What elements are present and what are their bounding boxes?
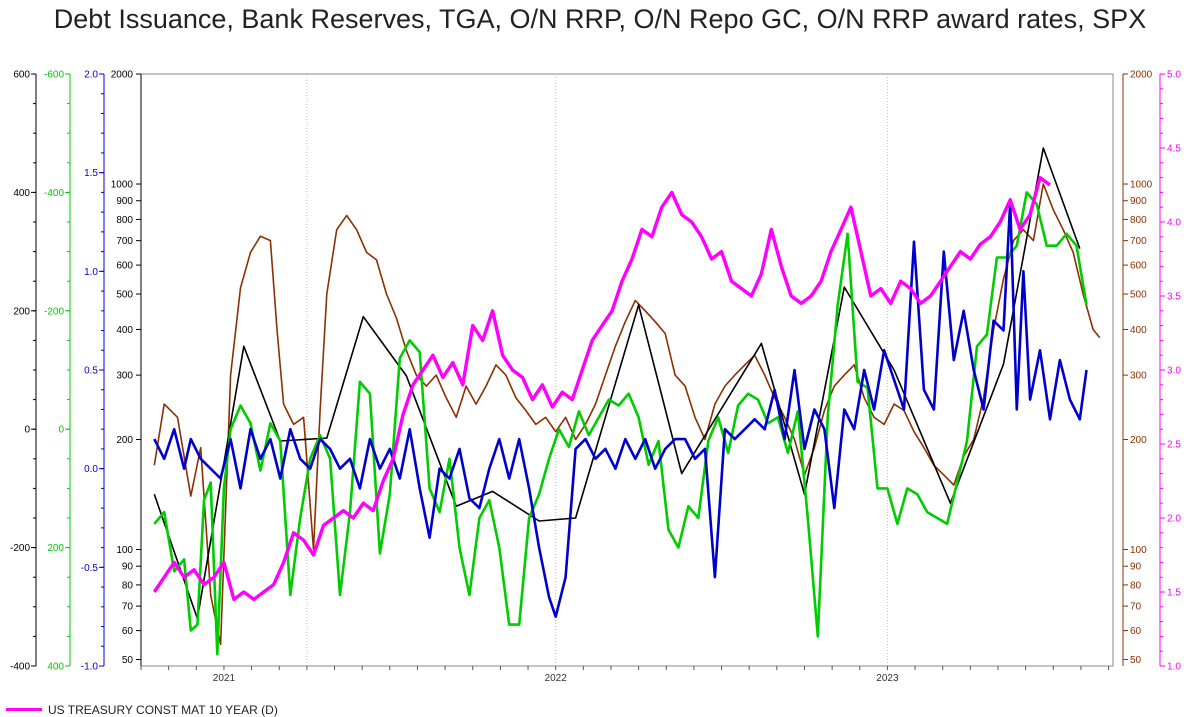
- plot-frame: [140, 73, 1114, 667]
- x-tick-label: 2022: [545, 673, 568, 684]
- magenta-tick-label: 4.0: [1167, 218, 1181, 229]
- brown-tick-label: 600: [1130, 261, 1147, 272]
- brown-tick-label: 200: [1130, 435, 1147, 446]
- legend-label: US TREASURY CONST MAT 10 YEAR (D): [48, 702, 278, 717]
- log-left-tick-label: 700: [116, 236, 133, 247]
- black-tick-label: -200: [10, 543, 30, 554]
- log-left-tick-label: 2000: [111, 70, 134, 81]
- blue-tick-label: 2.0: [84, 70, 98, 81]
- x-tick-label: 2021: [213, 673, 236, 684]
- black-tick-label: -400: [10, 662, 30, 673]
- log-left-tick-label: 70: [122, 602, 134, 613]
- brown-tick-label: 1000: [1130, 180, 1153, 191]
- log-left-tick-label: 80: [122, 580, 134, 591]
- green-tick-label: 200: [47, 543, 64, 554]
- series-line-brown: [153, 183, 1101, 646]
- log-left-tick-label: 600: [116, 261, 133, 272]
- magenta-tick-label: 3.5: [1167, 292, 1181, 303]
- magenta-tick-label: 3.0: [1167, 366, 1181, 377]
- brown-tick-label: 700: [1130, 236, 1147, 247]
- magenta-tick-label: 1.0: [1167, 662, 1181, 673]
- black-tick-label: 200: [13, 306, 30, 317]
- green-tick-label: 0: [58, 425, 64, 436]
- magenta-tick-label: 5.0: [1167, 70, 1181, 81]
- log-left-tick-label: 200: [116, 435, 133, 446]
- log-left-tick-label: 900: [116, 196, 133, 207]
- series-line-blue: [153, 201, 1088, 619]
- blue-tick-label: 0.0: [84, 464, 98, 475]
- chart-legend: US TREASURY CONST MAT 10 YEAR (D): [6, 702, 278, 717]
- brown-tick-label: 100: [1130, 545, 1147, 556]
- green-tick-label: 400: [47, 662, 64, 673]
- black-tick-label: 600: [13, 70, 30, 81]
- brown-tick-label: 400: [1130, 325, 1147, 336]
- brown-tick-label: 50: [1130, 655, 1142, 666]
- series-line-green: [153, 191, 1088, 656]
- blue-tick-label: 0.5: [84, 366, 98, 377]
- log-left-tick-label: 300: [116, 371, 133, 382]
- green-tick-label: -400: [44, 188, 64, 199]
- black-tick-label: 400: [13, 188, 30, 199]
- chart-title: Debt Issuance, Bank Reserves, TGA, O/N R…: [53, 4, 1147, 34]
- log-left-tick-label: 100: [116, 545, 133, 556]
- brown-tick-label: 90: [1130, 562, 1142, 573]
- brown-tick-label: 80: [1130, 580, 1142, 591]
- log-left-tick-label: 50: [122, 655, 134, 666]
- green-tick-label: -200: [44, 306, 64, 317]
- log-left-tick-label: 400: [116, 325, 133, 336]
- brown-tick-label: 60: [1130, 626, 1142, 637]
- log-left-tick-label: 90: [122, 562, 134, 573]
- magenta-tick-label: 1.5: [1167, 588, 1181, 599]
- blue-tick-label: -1.0: [81, 662, 99, 673]
- brown-tick-label: 800: [1130, 215, 1147, 226]
- magenta-tick-label: 2.5: [1167, 440, 1181, 451]
- log-left-tick-label: 60: [122, 626, 134, 637]
- brown-tick-label: 2000: [1130, 70, 1153, 81]
- legend-swatch: [6, 708, 42, 712]
- brown-tick-label: 900: [1130, 196, 1147, 207]
- brown-tick-label: 70: [1130, 602, 1142, 613]
- magenta-tick-label: 2.0: [1167, 514, 1181, 525]
- log-left-tick-label: 800: [116, 215, 133, 226]
- magenta-tick-label: 4.5: [1167, 144, 1181, 155]
- chart-axes: 2021 2022 20236004002000-200-400-600-400-2…: [10, 70, 1181, 685]
- series-line-black: [153, 147, 1081, 620]
- blue-tick-label: 1.0: [84, 267, 98, 278]
- chart-grid: [140, 73, 1114, 667]
- blue-tick-label: -0.5: [81, 563, 99, 574]
- green-tick-label: -600: [44, 70, 64, 81]
- brown-tick-label: 300: [1130, 371, 1147, 382]
- log-left-tick-label: 1000: [111, 180, 134, 191]
- black-tick-label: 0: [24, 425, 30, 436]
- log-left-tick-label: 500: [116, 290, 133, 301]
- x-tick-label: 2023: [876, 673, 899, 684]
- blue-tick-label: 1.5: [84, 168, 98, 179]
- chart-series: [152, 147, 1101, 656]
- brown-tick-label: 500: [1130, 290, 1147, 301]
- series-line-magenta: [152, 175, 1052, 602]
